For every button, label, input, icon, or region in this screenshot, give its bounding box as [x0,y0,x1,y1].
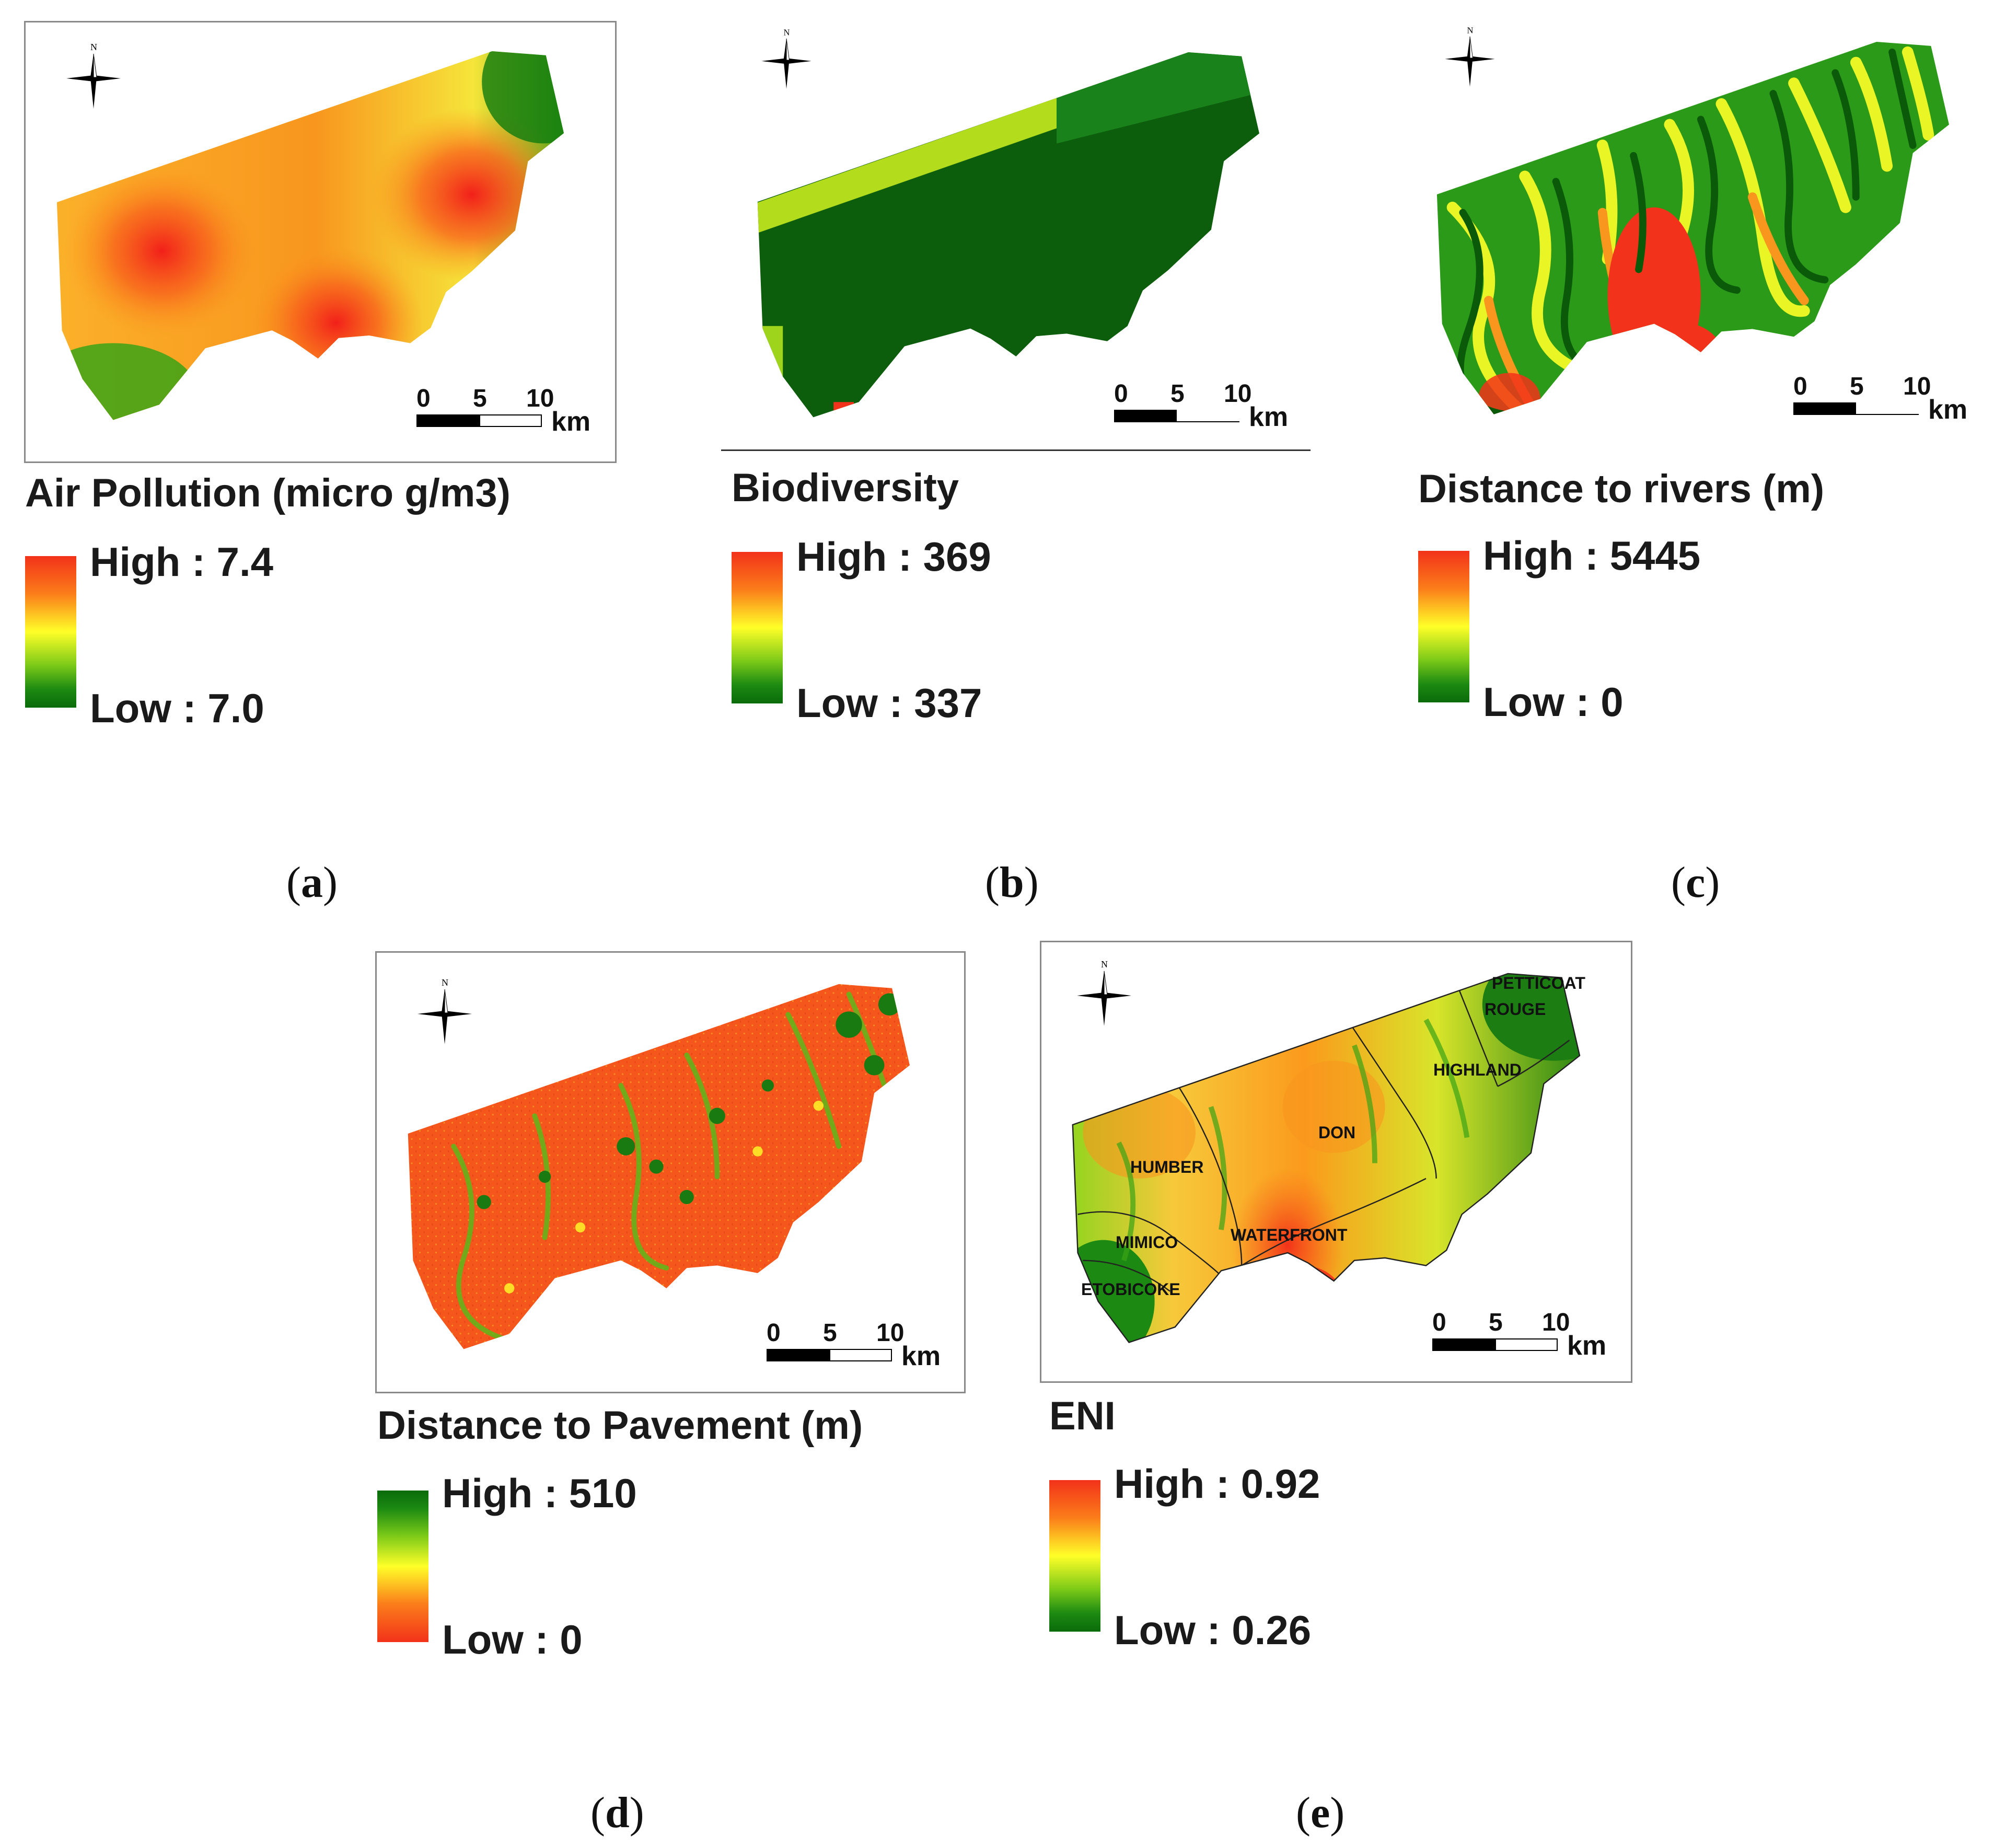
region-label-rouge: ROUGE [1485,1000,1546,1019]
divider-line [721,449,1311,451]
map-frame-air-pollution: N 0 5 10 km [24,21,617,463]
scale-tick-10: 10 [1542,1309,1570,1336]
region-label-humber: HUMBER [1130,1158,1204,1176]
region-label-waterfront: WATERFRONT [1231,1226,1348,1244]
panel-caption: (b) [985,858,1039,907]
map-title: Biodiversity [732,466,959,510]
legend-high-label: High : 369 [796,534,991,580]
scale-tick-0: 0 [1432,1309,1446,1336]
legend-color-ramp [1049,1480,1100,1632]
map-frame-eni: N PETTICOAT ROUGE HIGHLAND DON HUMBER MI… [1040,941,1632,1383]
scale-tick-5: 5 [473,385,487,412]
north-label: N [90,42,97,52]
scale-bar: 0 5 10 km [416,384,590,437]
legend-high-label: High : 5445 [1483,533,1701,579]
legend-low-label: Low : 7.0 [90,685,264,731]
scale-bar: 0 5 10 km [1114,379,1288,432]
scale-tick-10: 10 [1903,373,1931,400]
scale-unit: km [1928,395,1968,425]
legend-low-label: Low : 0 [1483,679,1624,725]
scale-unit: km [1567,1331,1607,1361]
scale-bar: 0 5 10 km [767,1319,941,1371]
north-arrow-icon: N [66,42,121,109]
north-arrow-icon: N [1077,959,1131,1026]
scale-tick-5: 5 [1170,380,1185,408]
scale-tick-5: 5 [1850,373,1864,400]
legend-high-label: High : 510 [442,1470,637,1516]
north-label: N [784,27,790,37]
scale-bar: 0 5 10 km [1432,1308,1606,1361]
scale-tick-5: 5 [1489,1309,1503,1336]
scale-tick-10: 10 [1224,380,1252,408]
north-arrow-icon: N [761,27,811,89]
scale-tick-10: 10 [876,1319,905,1347]
scale-tick-5: 5 [823,1319,837,1347]
eni-map [1072,973,1581,1343]
legend-color-ramp [1418,551,1469,702]
panel-caption: (c) [1671,858,1720,907]
region-label-mimico: MIMICO [1116,1233,1178,1252]
north-arrow-icon: N [1445,25,1495,87]
map-title: Air Pollution (micro g/m3) [25,471,511,515]
legend-color-ramp [377,1491,428,1642]
legend-color-ramp [732,552,783,703]
region-label-petticoat: PETTICOAT [1492,974,1585,992]
north-arrow-icon: N [418,977,472,1044]
scale-tick-10: 10 [526,385,554,412]
scale-tick-0: 0 [767,1319,781,1347]
scale-tick-0: 0 [1793,373,1807,400]
legend-low-label: Low : 337 [796,680,982,726]
north-label: N [1101,959,1108,969]
scale-bar: 0 5 10 km [1793,372,1967,425]
panel-caption: (e) [1296,1788,1345,1837]
air-pollution-map [56,51,564,420]
legend-color-ramp [25,556,76,708]
scale-unit: km [1249,402,1289,432]
map-title: Distance to rivers (m) [1418,467,1825,511]
map-title: Distance to Pavement (m) [377,1403,863,1448]
distance-to-pavement-map [408,984,910,1349]
region-label-don: DON [1318,1123,1356,1142]
scale-tick-0: 0 [1114,380,1128,408]
scale-unit: km [551,407,591,437]
north-label: N [442,977,448,988]
region-label-highland: HIGHLAND [1433,1060,1522,1079]
north-label: N [1467,25,1474,35]
legend-high-label: High : 0.92 [1114,1461,1320,1507]
panel-caption: (a) [286,858,338,907]
scale-unit: km [901,1341,941,1371]
region-label-etobicoke: ETOBICOKE [1081,1280,1180,1299]
map-title: ENI [1049,1394,1116,1438]
legend-low-label: Low : 0.26 [1114,1607,1312,1653]
scale-tick-0: 0 [416,385,431,412]
biodiversity-map [757,52,1260,418]
panel-caption: (d) [590,1788,644,1837]
legend-high-label: High : 7.4 [90,539,274,585]
map-frame-distance-pavement: N 0 5 10 km [375,951,966,1393]
legend-low-label: Low : 0 [442,1616,583,1662]
distance-to-rivers-map [1436,42,1950,414]
